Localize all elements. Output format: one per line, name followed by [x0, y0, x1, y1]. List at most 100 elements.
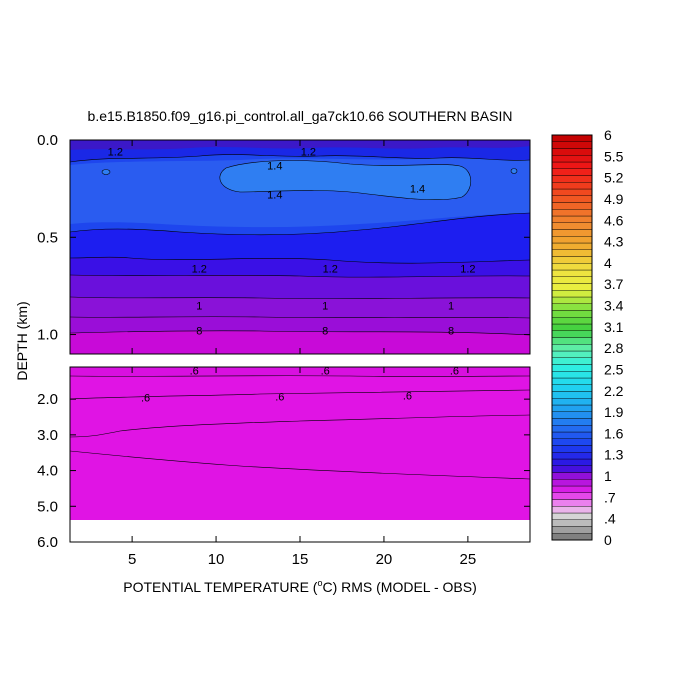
contour-line	[70, 375, 530, 377]
contour-label: .6	[450, 366, 459, 378]
colorbar-swatch	[551, 323, 593, 331]
colorbar-swatch	[551, 168, 593, 176]
colorbar-swatch	[551, 236, 593, 244]
colorbar-tick-label: 2.8	[604, 340, 624, 356]
colorbar-swatch	[551, 431, 593, 439]
contour-line	[70, 212, 530, 236]
contour-label: 1.2	[460, 263, 475, 275]
upper-panel: 0.0 0.5 1.0	[37, 132, 531, 355]
contour-label: .6	[141, 392, 150, 404]
colorbar-swatch	[551, 418, 593, 426]
x-axis-label-rest: C) RMS (MODEL - OBS)	[322, 579, 476, 595]
colorbar-swatch	[551, 526, 593, 534]
colorbar-tick-label: 4.9	[604, 191, 624, 207]
colorbar-tick-label: 3.4	[604, 298, 624, 314]
colorbar-labels: 6 5.5 5.2 4.9 4.6 4.3 4 3.7 3.4 3.1 2.8 2.5 2.2 1.9 1.…	[604, 127, 624, 548]
contour-label: 1.2	[323, 263, 338, 275]
colorbar-swatch	[551, 465, 593, 473]
colorbar-swatch	[551, 458, 593, 466]
contour-label: 1	[448, 300, 454, 312]
lower-y-axis: 2.0 3.0 4.0 5.0 6.0	[37, 391, 530, 551]
colorbar-tick-label: 4	[604, 255, 612, 271]
colorbar-swatch	[551, 215, 593, 223]
colorbar-swatch	[551, 303, 593, 311]
colorbar-swatch	[551, 263, 593, 271]
contour-label: 1	[196, 300, 202, 312]
colorbar-swatch	[551, 269, 593, 277]
colorbar-swatch	[551, 222, 593, 230]
colorbar-tick-label: 1.6	[604, 425, 624, 441]
y-axis-label: DEPTH (km)	[14, 301, 30, 380]
colorbar-swatch	[551, 533, 593, 541]
missing-data	[70, 520, 530, 542]
colorbar-tick-label: 2.5	[604, 361, 624, 377]
colorbar-swatch	[551, 377, 593, 385]
contour-label: 1.2	[108, 147, 123, 159]
colorbar-swatch	[551, 499, 593, 507]
band-cyan-blob	[219, 160, 472, 201]
contour-line	[70, 256, 530, 264]
upper-x-ticks	[131, 140, 469, 354]
colorbar-swatch	[551, 344, 593, 352]
colorbar-swatch	[551, 209, 593, 217]
colorbar-swatch	[551, 445, 593, 453]
y-tick-label: 3.0	[37, 427, 58, 444]
contour-line	[70, 154, 530, 163]
colorbar-tick-label: .4	[604, 511, 616, 527]
contour-line	[70, 296, 530, 299]
y-tick-label: 0.0	[37, 132, 58, 149]
colorbar-swatch	[551, 384, 593, 392]
contour-label: 1	[322, 300, 328, 312]
contour-label: 8	[322, 326, 328, 338]
colorbar-frame	[551, 134, 593, 541]
colorbar-tick-label: 5.5	[604, 148, 624, 164]
colorbar-swatch	[551, 404, 593, 412]
x-tick-label: 15	[292, 551, 309, 568]
contour-label: 1.2	[301, 147, 316, 159]
lower-field	[70, 367, 530, 542]
colorbar-tick-label: 3.7	[604, 276, 624, 292]
x-tick-label: 20	[376, 551, 393, 568]
colorbar-swatch	[551, 229, 593, 237]
colorbar-swatch	[551, 283, 593, 291]
colorbar-swatch	[551, 519, 593, 527]
colorbar-swatch	[551, 317, 593, 325]
colorbar-tick-label: 2.2	[604, 383, 624, 399]
colorbar-swatch	[551, 479, 593, 487]
colorbar-swatch	[551, 337, 593, 345]
contour-label: 8	[448, 326, 454, 338]
colorbar-swatch	[551, 256, 593, 264]
colorbar-tick-label: 4.6	[604, 212, 624, 228]
colorbar-swatch	[551, 134, 593, 142]
x-axis: 5 10 15 20 25	[128, 367, 476, 568]
contour-label: .6	[275, 391, 284, 403]
contour-label: 1.2	[192, 263, 207, 275]
x-axis-label-superscript: o	[317, 578, 322, 588]
y-tick-label: 6.0	[37, 534, 58, 551]
y-tick-label: 4.0	[37, 463, 58, 480]
colorbar-swatch	[551, 242, 593, 250]
lower-panel: 2.0 3.0 4.0 5.0 6.0 5 10 15 20 25	[37, 366, 531, 568]
colorbar-swatch	[551, 452, 593, 460]
colorbar-swatch	[551, 411, 593, 419]
colorbar-swatch	[551, 364, 593, 372]
colorbar-swatch	[551, 296, 593, 304]
contour-line	[70, 330, 530, 336]
contour-line	[70, 274, 530, 278]
contour-label: 8	[196, 326, 202, 338]
y-tick-label: 1.0	[37, 327, 58, 344]
colorbar-swatch	[551, 276, 593, 284]
colorbar-swatch	[551, 357, 593, 365]
x-tick-label: 25	[460, 551, 477, 568]
colorbar-swatch	[551, 330, 593, 338]
x-axis-label: POTENTIAL TEMPERATURE (oC) RMS (MODEL - …	[123, 578, 477, 595]
colorbar-tick-label: 4.3	[604, 234, 624, 250]
colorbar-swatch	[551, 155, 593, 163]
contour-label: .6	[190, 366, 199, 378]
colorbar-swatch	[551, 310, 593, 318]
colorbar-tick-label: 1.9	[604, 404, 624, 420]
colorbar-swatch	[551, 182, 593, 190]
colorbar-swatch	[551, 371, 593, 379]
colorbar-swatch	[551, 398, 593, 406]
